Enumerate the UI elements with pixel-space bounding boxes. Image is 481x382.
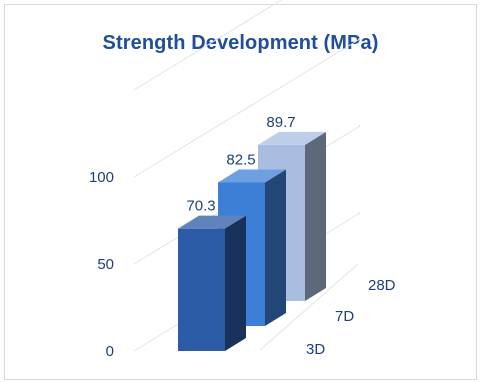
data-label-28D: 89.7	[266, 114, 295, 131]
y-tick-label: 0	[106, 343, 114, 360]
bar-top	[218, 169, 286, 183]
bar-3D	[178, 215, 246, 351]
bar-front	[178, 228, 225, 351]
data-label-3D: 70.3	[186, 198, 215, 215]
y-tick-label: 100	[89, 169, 114, 186]
gridline-diagonal	[133, 0, 283, 91]
category-label-28D: 28D	[368, 277, 396, 294]
category-label-3D: 3D	[306, 341, 325, 358]
gridline-diagonal	[133, 38, 361, 178]
bar-side	[225, 215, 246, 351]
category-label-7D: 7D	[335, 308, 354, 325]
bar-side	[305, 131, 326, 301]
bar-side	[265, 169, 286, 326]
chart-title: Strength Development (MPa)	[102, 32, 379, 54]
bar-top	[178, 215, 246, 229]
data-label-7D: 82.5	[226, 151, 255, 168]
y-tick-label: 50	[97, 256, 114, 273]
depth-axis-line	[259, 263, 359, 351]
bar-top	[258, 131, 326, 145]
